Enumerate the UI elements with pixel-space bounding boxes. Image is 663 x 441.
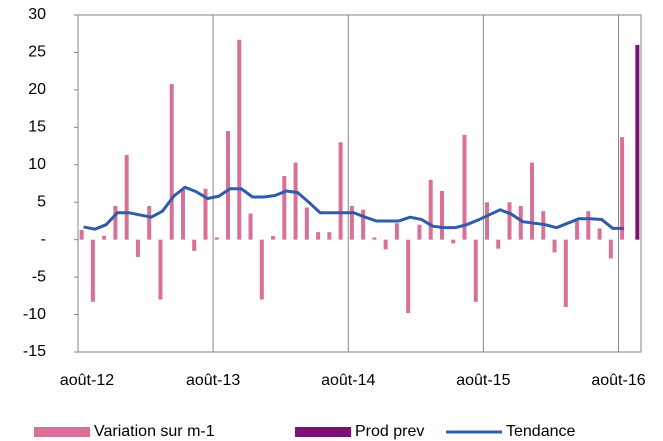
bar [79,229,84,240]
bar [316,232,321,240]
y-tick-label: 15 [28,119,46,136]
bar [237,39,242,240]
bar [147,205,152,240]
bar [530,162,535,240]
bar [635,44,640,240]
x-tick-label: août-12 [60,372,114,389]
bar [158,239,163,300]
y-tick-label: -10 [23,306,46,323]
bar [135,239,140,257]
y-tick-label: -5 [32,268,46,285]
bar [327,232,332,240]
legend-label: Tendance [506,423,575,440]
y-tick-label: 5 [37,193,46,210]
legend-label: Prod prev [355,423,424,440]
bar [372,237,377,240]
x-tick-label: août-16 [591,372,645,389]
bar [214,237,219,240]
plot-area [77,14,642,353]
bar [248,213,253,240]
bar [484,202,489,240]
legend-label: Variation sur m-1 [94,423,215,440]
bar [406,239,411,314]
bar [552,239,557,253]
bar [518,205,523,240]
bar [428,179,433,240]
y-tick-label: 20 [28,81,46,98]
bar [597,228,602,240]
x-tick-label: août-15 [456,372,510,389]
bar [394,223,399,240]
bar [507,202,512,240]
bar [439,190,444,240]
bar [259,239,264,300]
bar [124,155,129,240]
bar [293,162,298,240]
y-tick-label: - [41,231,46,248]
trend-line [83,185,625,231]
bar [203,188,208,240]
x-tick-label: août-14 [321,372,375,389]
bar [169,83,174,240]
bar [282,176,287,240]
legend-swatch [34,427,90,437]
legend-swatch [295,427,351,437]
bar [180,189,185,240]
bar [349,205,354,240]
y-tick-label: -15 [23,343,46,360]
bar [417,224,422,240]
y-tick-label: 10 [28,156,46,173]
bar [271,235,276,240]
bar [473,239,478,302]
bar [496,239,501,249]
bar [338,142,343,240]
bar [102,235,107,240]
bar [451,239,456,244]
bar [620,137,625,240]
bar [563,239,568,308]
bar [226,131,231,240]
y-tick-label: 25 [28,44,46,61]
bar [575,220,580,240]
bar [192,239,197,251]
bar [304,207,309,240]
x-tick-label: août-13 [186,372,240,389]
y-tick-label: 30 [28,6,46,23]
bar [361,209,366,240]
bar [608,239,613,259]
bar [383,239,388,250]
bar [113,205,118,240]
bar [586,211,591,240]
bar [462,134,467,240]
bar [90,239,95,302]
